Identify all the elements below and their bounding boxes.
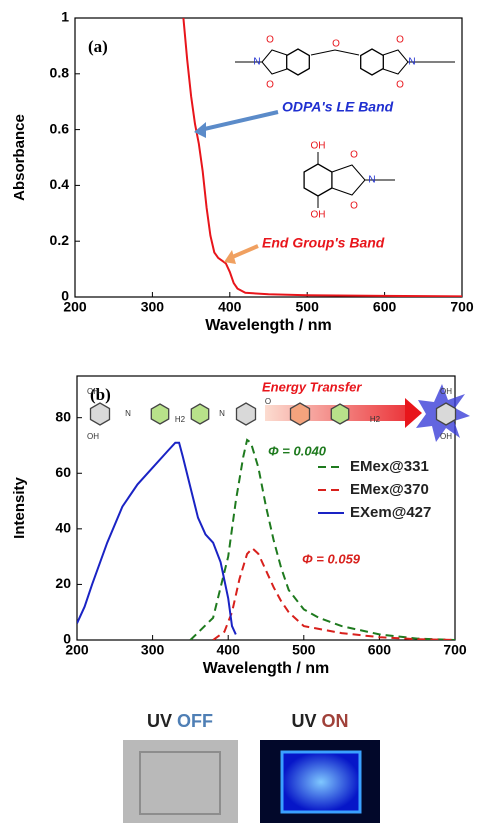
y-tick-label: 0 [63, 631, 71, 647]
photo-label-prefix: UV [291, 711, 316, 731]
photo-label-state: OFF [177, 711, 213, 731]
x-tick-label: 700 [450, 299, 474, 315]
y-tick-label: 20 [55, 575, 71, 591]
ring [286, 48, 310, 76]
ring [435, 402, 457, 426]
atom-label: OH [311, 210, 326, 221]
atom-label: N [125, 409, 131, 418]
plot-frame [76, 375, 456, 641]
annotation: ODPA's LE Band [282, 99, 394, 115]
x-tick-label: 300 [141, 299, 165, 315]
film-outline [139, 751, 221, 815]
y-tick-label: 1 [61, 9, 69, 25]
atom-label: OH [311, 141, 326, 152]
annotation: Φ = 0.059 [302, 551, 361, 566]
data-line [189, 438, 455, 640]
ring [289, 402, 311, 426]
arrow-le [199, 110, 279, 132]
annotation: End Group's Band [262, 235, 385, 251]
x-tick-label: 300 [141, 642, 165, 658]
y-tick-label: 0 [61, 288, 69, 304]
energy-arrow-head [405, 398, 422, 428]
x-tick-label: 700 [443, 642, 467, 658]
y-tick-label: 0.6 [50, 120, 70, 136]
arrow-end-head [224, 250, 236, 264]
data-line [212, 546, 455, 640]
film-glow [280, 750, 362, 814]
photo-uv-off [123, 740, 238, 823]
atom-label: N [368, 175, 375, 186]
x-tick-label: 500 [292, 642, 316, 658]
ring [330, 403, 350, 425]
atom-label: O [350, 201, 358, 212]
ring [89, 402, 111, 426]
legend-label: EMex@331 [350, 458, 429, 475]
photo-label: UV OFF [147, 711, 213, 731]
ring [303, 163, 333, 197]
data-line [77, 441, 237, 635]
annotation: Φ = 0.040 [268, 443, 327, 458]
atom-label: O [396, 80, 404, 91]
x-tick-label: 400 [218, 299, 242, 315]
y-axis-label: Intensity [11, 477, 28, 539]
atom-label: O [332, 39, 340, 50]
photo-label-prefix: UV [147, 711, 172, 731]
atom-label: OH [87, 432, 99, 441]
x-tick-label: 400 [217, 642, 241, 658]
y-tick-label: 40 [55, 520, 71, 536]
x-tick-label: 600 [373, 299, 397, 315]
atom-label: O [266, 80, 274, 91]
data-line [182, 18, 462, 297]
atom-label: N [408, 57, 415, 68]
x-axis-label: Wavelength / nm [203, 660, 330, 677]
arrow-end [229, 244, 259, 260]
x-tick-label: 600 [368, 642, 392, 658]
x-tick-label: 200 [63, 299, 87, 315]
photo-label: UV ON [291, 711, 348, 731]
atom-label: O [265, 397, 271, 406]
panel-label: (a) [88, 37, 108, 56]
legend-label: EMex@370 [350, 481, 429, 498]
bonds [235, 49, 455, 75]
atom-label: H2 [370, 415, 381, 424]
legend-label: EXem@427 [350, 504, 431, 521]
y-tick-label: 0.2 [50, 232, 70, 248]
y-tick-label: 80 [55, 408, 71, 424]
atom-label: OH [440, 387, 452, 396]
bonds [317, 152, 395, 208]
y-tick-label: 0.8 [50, 65, 70, 81]
atom-label: O [266, 35, 274, 46]
atom-label: O [396, 35, 404, 46]
photo-label-state: ON [322, 711, 349, 731]
y-axis-label: Absorbance [11, 114, 28, 201]
atom-label: H2 [175, 415, 186, 424]
x-tick-label: 500 [296, 299, 320, 315]
y-tick-label: 0.4 [50, 176, 70, 192]
ring [235, 402, 257, 426]
ring [360, 48, 384, 76]
panel-label: (b) [90, 385, 111, 404]
atom-label: OH [440, 432, 452, 441]
atom-label: O [350, 150, 358, 161]
annotation: Energy Transfer [262, 379, 362, 394]
arrow-le-head [194, 122, 206, 138]
atom-label: OH [87, 387, 99, 396]
ring [190, 403, 210, 425]
atom-label: N [219, 409, 225, 418]
x-axis-label: Wavelength / nm [205, 317, 332, 334]
ring [150, 403, 170, 425]
atom-label: N [253, 57, 260, 68]
y-tick-label: 60 [55, 464, 71, 480]
x-tick-label: 200 [65, 642, 89, 658]
plot-frame [74, 17, 463, 298]
